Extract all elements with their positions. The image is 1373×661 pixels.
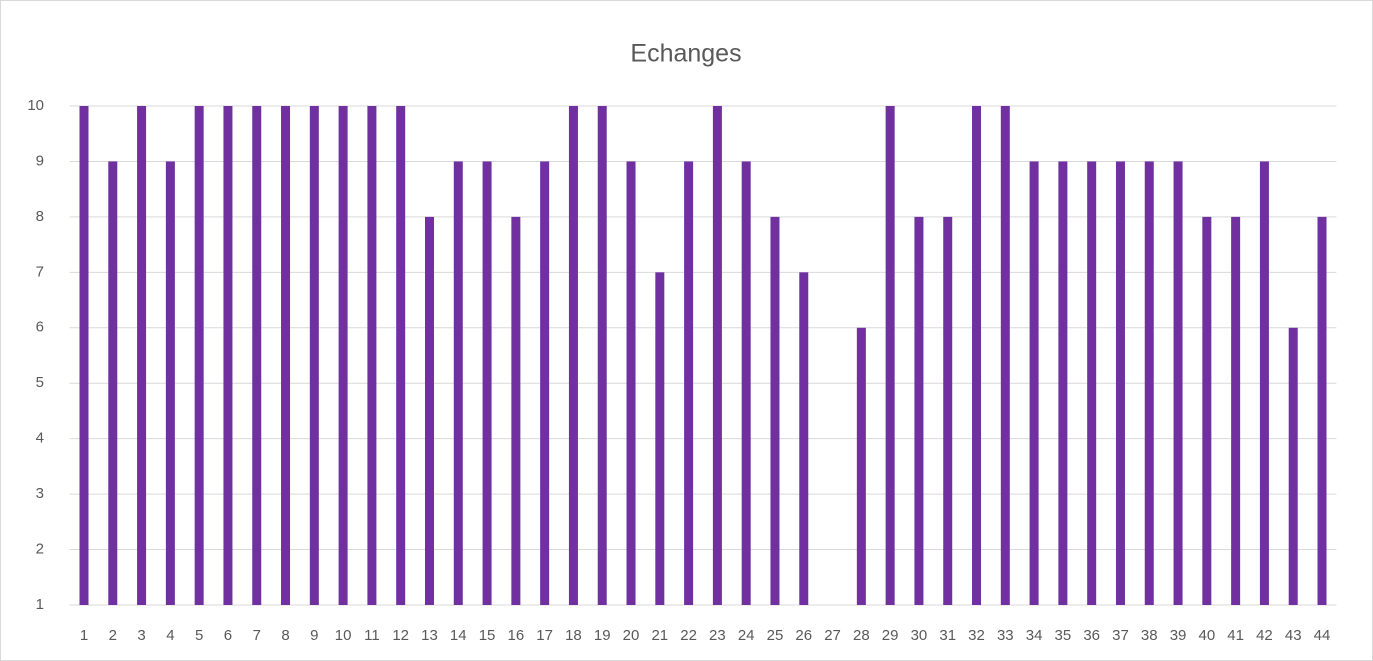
- bar: [1202, 216, 1212, 605]
- bar: [712, 106, 722, 605]
- x-tick-label: 35: [1055, 627, 1072, 644]
- bar: [856, 327, 866, 605]
- bar: [770, 216, 780, 605]
- x-tick-label: 21: [651, 627, 668, 644]
- x-tick-label: 36: [1083, 627, 1100, 644]
- bar: [165, 161, 175, 605]
- x-tick-label: 18: [565, 627, 582, 644]
- x-tick-label: 15: [479, 627, 496, 644]
- x-tick-label: 14: [450, 627, 467, 644]
- x-tick-label: 13: [421, 627, 438, 644]
- x-tick-label: 12: [392, 627, 409, 644]
- x-tick-label: 11: [364, 627, 380, 644]
- x-tick-label: 8: [281, 627, 289, 644]
- x-tick-label: 33: [997, 627, 1014, 644]
- bar: [367, 106, 377, 605]
- bar: [597, 106, 607, 605]
- bar: [1173, 161, 1183, 605]
- bar: [799, 272, 809, 605]
- x-tick-label: 32: [968, 627, 985, 644]
- x-tick-label: 31: [939, 627, 956, 644]
- x-tick-label: 37: [1112, 627, 1129, 644]
- bar: [79, 106, 89, 605]
- bar: [568, 106, 578, 605]
- x-tick-label: 23: [709, 627, 726, 644]
- bar: [655, 272, 665, 605]
- x-tick-label: 16: [508, 627, 525, 644]
- bar: [1058, 161, 1068, 605]
- bar: [972, 106, 982, 605]
- bar: [1231, 216, 1241, 605]
- x-tick-label: 6: [224, 627, 232, 644]
- x-tick-label: 28: [853, 627, 870, 644]
- x-tick-label: 4: [166, 627, 174, 644]
- bar: [194, 106, 204, 605]
- x-tick-label: 38: [1141, 627, 1158, 644]
- bar: [943, 216, 953, 605]
- chart-title: Echanges: [630, 40, 741, 68]
- bar: [252, 106, 262, 605]
- x-tick-label: 19: [594, 627, 611, 644]
- x-tick-label: 29: [882, 627, 899, 644]
- x-tick-label: 1: [80, 627, 88, 644]
- bar: [914, 216, 924, 605]
- x-tick-label: 41: [1227, 627, 1244, 644]
- x-tick-label: 30: [911, 627, 928, 644]
- bar: [482, 161, 492, 605]
- x-tick-label: 43: [1285, 627, 1302, 644]
- bar: [453, 161, 463, 605]
- bar: [1087, 161, 1097, 605]
- y-tick-label: 2: [36, 541, 44, 558]
- x-tick-label: 42: [1256, 627, 1273, 644]
- x-tick-label: 25: [767, 627, 784, 644]
- bar: [424, 216, 434, 605]
- bar: [1029, 161, 1039, 605]
- x-tick-label: 9: [310, 627, 318, 644]
- x-tick-label: 3: [137, 627, 145, 644]
- y-tick-label: 5: [36, 374, 44, 391]
- bar: [511, 216, 521, 605]
- bar: [108, 161, 118, 605]
- bar: [1288, 327, 1298, 605]
- y-tick-label: 4: [36, 430, 44, 447]
- y-tick-label: 10: [27, 97, 44, 114]
- x-tick-label: 44: [1314, 627, 1331, 644]
- x-tick-label: 17: [536, 627, 553, 644]
- bar: [1259, 161, 1269, 605]
- x-tick-label: 39: [1170, 627, 1187, 644]
- bar: [396, 106, 406, 605]
- bar: [741, 161, 751, 605]
- bar: [626, 161, 636, 605]
- bar: [1115, 161, 1125, 605]
- bar: [1144, 161, 1154, 605]
- bar: [137, 106, 147, 605]
- bar: [223, 106, 233, 605]
- y-tick-label: 1: [36, 596, 44, 613]
- bar: [338, 106, 348, 605]
- x-tick-label: 24: [738, 627, 755, 644]
- x-tick-label: 27: [824, 627, 841, 644]
- bar: [885, 106, 895, 605]
- y-tick-label: 8: [36, 208, 44, 225]
- y-tick-label: 6: [36, 319, 44, 336]
- y-tick-label: 7: [36, 263, 44, 280]
- bar: [309, 106, 319, 605]
- bar: [540, 161, 550, 605]
- x-tick-label: 5: [195, 627, 203, 644]
- x-tick-label: 7: [253, 627, 261, 644]
- bar: [684, 161, 694, 605]
- bar: [1000, 106, 1010, 605]
- x-tick-label: 10: [335, 627, 352, 644]
- bar: [1317, 216, 1327, 605]
- y-tick-label: 9: [36, 152, 44, 169]
- x-tick-label: 40: [1198, 627, 1215, 644]
- bar: [281, 106, 291, 605]
- x-tick-label: 22: [680, 627, 697, 644]
- x-tick-label: 20: [623, 627, 640, 644]
- x-tick-label: 2: [109, 627, 117, 644]
- x-tick-label: 34: [1026, 627, 1043, 644]
- x-tick-label: 26: [795, 627, 812, 644]
- y-tick-label: 3: [36, 485, 44, 502]
